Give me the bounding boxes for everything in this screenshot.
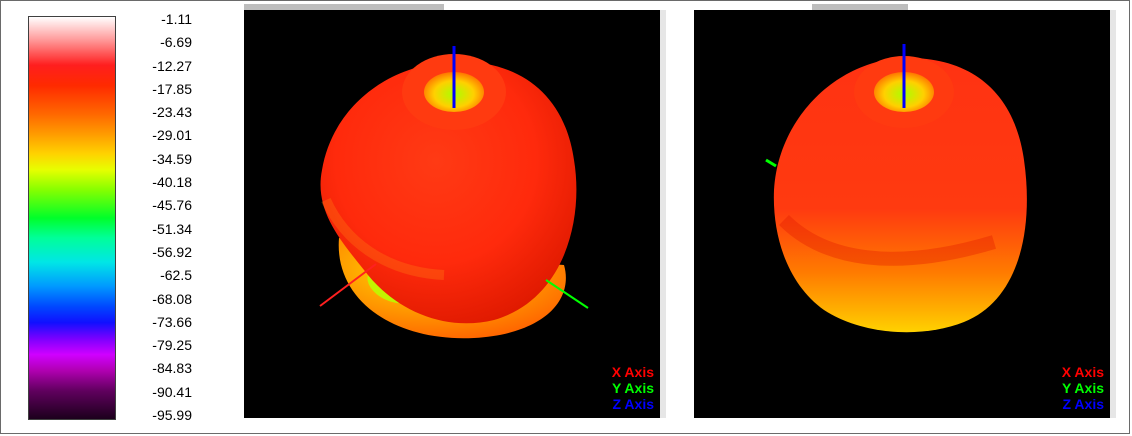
color-scale-label: -56.92 — [152, 243, 192, 260]
axis-legend-right: X Axis Y Axis Z Axis — [1062, 364, 1104, 412]
legend-y-axis: Y Axis — [1061, 380, 1104, 396]
radiation-pattern-view-right[interactable]: X Axis Y Axis Z Axis — [694, 10, 1110, 418]
color-scale-labels: -1.11 -6.69 -12.27 -17.85 -23.43 -29.01 -34.59… — [124, 9, 204, 429]
color-scale-label: -12.27 — [152, 57, 192, 74]
x-axis-line-left — [319, 263, 377, 307]
view-border-right — [1110, 10, 1116, 418]
pattern-render-right — [765, 44, 1027, 333]
legend-z-axis: Z Axis — [612, 396, 655, 412]
color-scale-label: -51.34 — [152, 220, 192, 237]
view-tab-left[interactable] — [244, 4, 444, 10]
y-axis-line-right — [765, 158, 777, 168]
color-scale-label: -1.11 — [161, 11, 192, 27]
y-axis-line-left — [545, 279, 589, 309]
color-scale-label: -79.25 — [152, 337, 192, 354]
color-scale-label: -6.69 — [160, 34, 192, 51]
pattern-shading-left — [321, 197, 445, 280]
color-scale-label: -45.76 — [152, 197, 192, 214]
color-scale-label: -23.43 — [152, 104, 192, 121]
pattern-render-left — [319, 46, 589, 339]
color-scale-label: -62.5 — [160, 267, 192, 284]
pattern-main-lobe-right — [773, 57, 1027, 333]
legend-z-axis: Z Axis — [1062, 396, 1105, 412]
color-scale-label: -90.41 — [152, 383, 192, 400]
color-scale-label: -73.66 — [152, 313, 192, 330]
color-scale-label: -29.01 — [152, 127, 192, 144]
pattern-shading-right — [779, 214, 997, 266]
legend-y-axis: Y Axis — [611, 380, 654, 396]
color-scale-label: -68.08 — [152, 290, 192, 307]
view-border-left — [660, 10, 666, 418]
color-scale-label: -17.85 — [152, 80, 192, 97]
legend-x-axis: X Axis — [611, 364, 654, 380]
color-scale-label: -95.99 — [152, 407, 192, 423]
color-scale-gradient — [29, 17, 115, 419]
view-tab-right[interactable] — [812, 4, 908, 10]
radiation-pattern-view-left[interactable]: X Axis Y Axis Z Axis — [244, 10, 660, 418]
color-scale-label: -34.59 — [152, 150, 192, 167]
color-scale-bar — [28, 16, 116, 420]
legend-x-axis: X Axis — [1061, 364, 1104, 380]
axis-legend-left: X Axis Y Axis Z Axis — [612, 364, 654, 412]
pattern-main-lobe-left — [320, 61, 577, 324]
color-scale-label: -84.83 — [152, 360, 192, 377]
color-scale-label: -40.18 — [152, 174, 192, 191]
